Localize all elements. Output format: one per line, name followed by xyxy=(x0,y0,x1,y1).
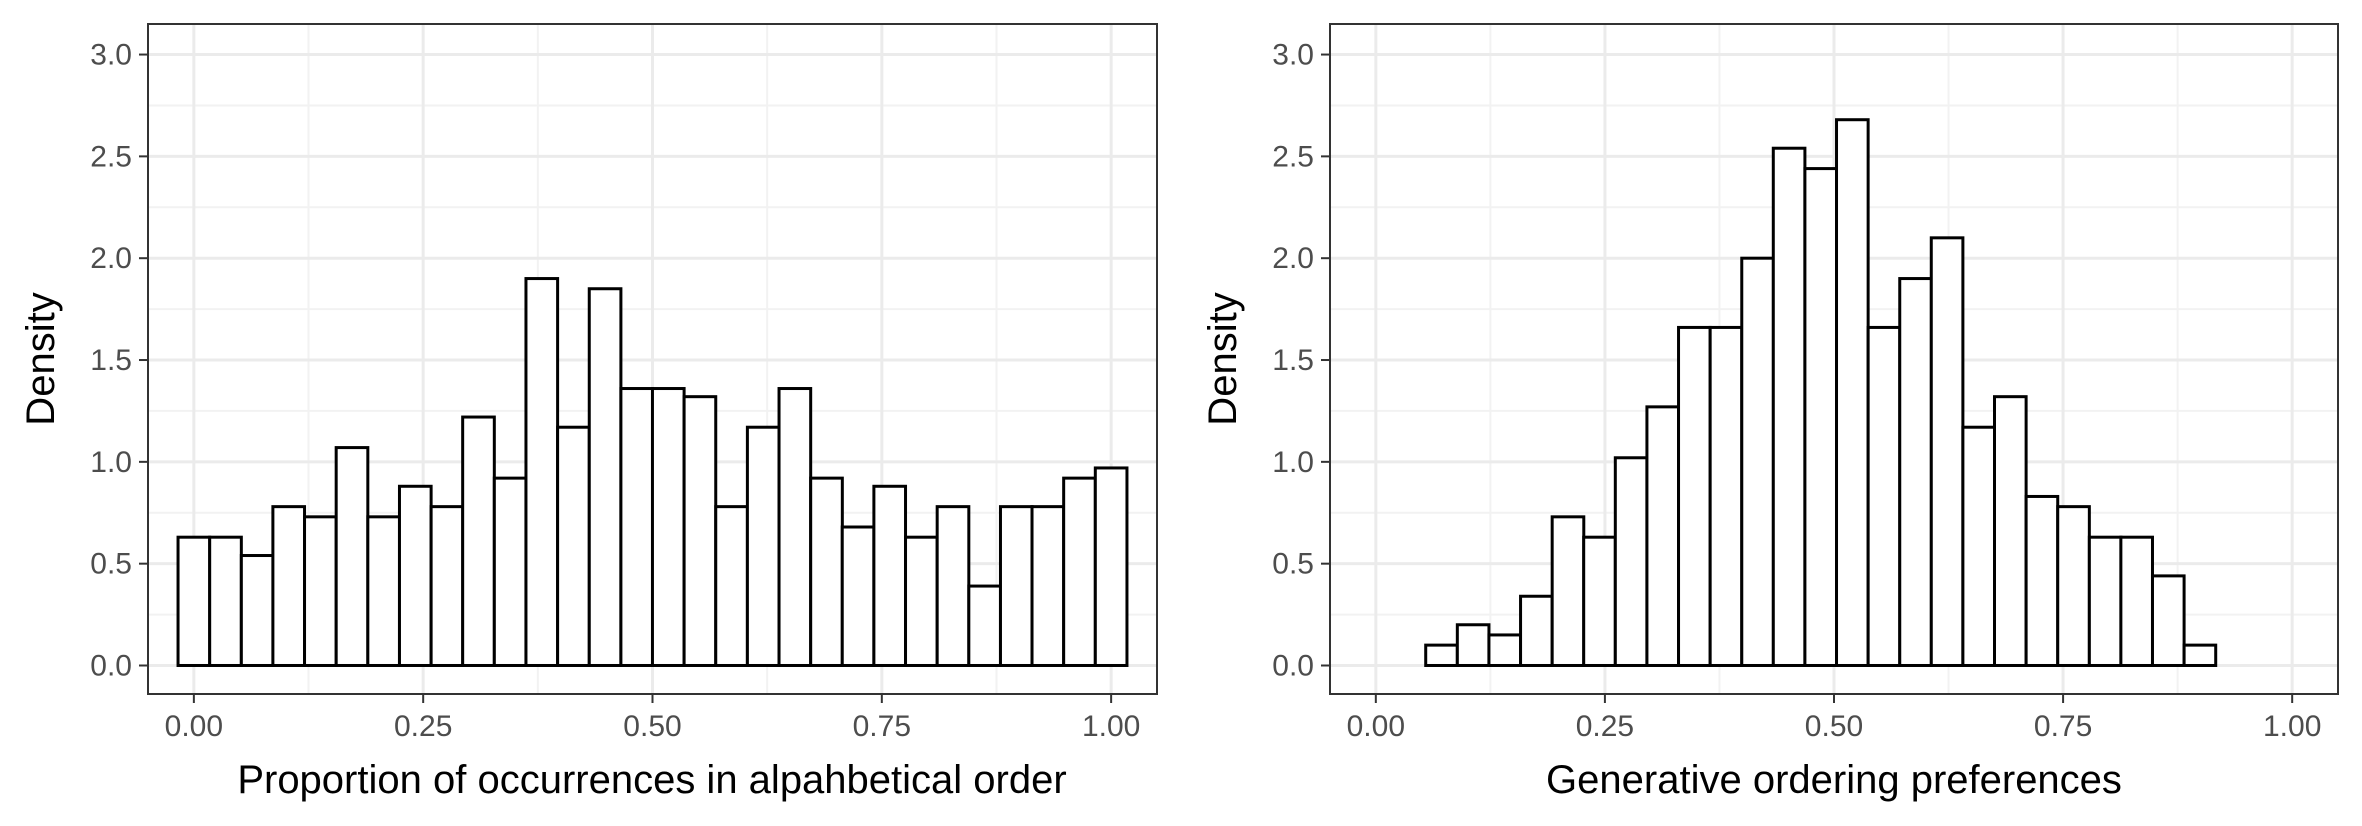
histogram-bar xyxy=(303,515,338,667)
histogram-bar xyxy=(1835,118,1870,667)
histogram-bar xyxy=(587,287,623,667)
histogram-bar xyxy=(1519,594,1554,667)
x-tick-label: 0.25 xyxy=(394,710,452,743)
histogram-bar xyxy=(524,277,560,667)
x-tick-label: 0.00 xyxy=(165,710,223,743)
y-tick-label: 3.0 xyxy=(90,39,132,72)
histogram-bar xyxy=(1771,146,1807,667)
x-tick-label: 0.75 xyxy=(853,710,911,743)
histogram-bar xyxy=(429,505,465,667)
histogram-bar xyxy=(1993,395,2028,667)
y-tick-label: 0.5 xyxy=(1272,548,1314,581)
y-tick-label: 3.0 xyxy=(1272,39,1314,72)
x-tick-label: 0.50 xyxy=(1805,710,1863,743)
x-axis: 0.00 0.25 0.50 0.75 1.00 xyxy=(1347,694,2321,743)
y-tick-label: 0.5 xyxy=(90,548,132,581)
y-tick-label: 0.0 xyxy=(1272,649,1314,682)
histogram-bar xyxy=(271,505,307,667)
histogram-bar xyxy=(619,387,655,667)
histogram-bar xyxy=(1613,456,1649,667)
histogram-bar xyxy=(1455,623,1491,667)
histogram-bar xyxy=(650,387,686,667)
histogram-bar xyxy=(682,395,718,667)
histogram-bar xyxy=(872,484,908,667)
y-axis: 0.0 0.5 1.0 1.5 2.0 2.5 3.0 xyxy=(90,39,148,682)
histogram-bar xyxy=(1062,476,1097,667)
histogram-bar xyxy=(777,387,813,667)
x-tick-label: 0.75 xyxy=(2034,710,2092,743)
x-tick-label: 1.00 xyxy=(2263,710,2321,743)
x-tick-label: 0.50 xyxy=(623,710,681,743)
histogram-bars xyxy=(176,277,1129,667)
histogram-bar xyxy=(1866,325,1902,667)
histogram-bar xyxy=(1487,633,1523,667)
y-tick-label: 1.0 xyxy=(90,446,132,479)
histogram-bar xyxy=(1961,425,1997,667)
x-tick-label: 1.00 xyxy=(1082,710,1140,743)
histogram-bar xyxy=(2087,535,2123,667)
histogram-bar xyxy=(935,505,971,667)
histogram-bar xyxy=(840,525,876,667)
x-tick-label: 0.25 xyxy=(1576,710,1634,743)
histogram-bar xyxy=(2182,643,2218,667)
y-axis-title: Density xyxy=(19,292,63,425)
panel-right: 0.0 0.5 1.0 1.5 2.0 2.5 3.0 0.00 0.25 0.50 0.75 1.… xyxy=(1201,23,2339,802)
histogram-bar xyxy=(1645,405,1681,667)
histogram-bar xyxy=(1093,466,1129,667)
y-tick-label: 2.0 xyxy=(1272,242,1314,275)
histogram-bar xyxy=(904,535,939,667)
histogram-bar xyxy=(208,535,243,667)
y-axis-title: Density xyxy=(1201,292,1245,425)
x-axis: 0.00 0.25 0.50 0.75 1.00 xyxy=(165,694,1140,743)
histogram-bar xyxy=(998,505,1034,667)
histogram-bar xyxy=(366,515,401,667)
histogram-bar xyxy=(967,584,1002,667)
panel-left: 0.0 0.5 1.0 1.5 2.0 2.5 3.0 0.00 0.25 0.50 0.75 1.… xyxy=(19,23,1158,802)
histogram-bar xyxy=(239,554,275,667)
x-axis-title: Generative ordering preferences xyxy=(1546,758,2122,802)
y-axis: 0.0 0.5 1.0 1.5 2.0 2.5 3.0 xyxy=(1272,39,1330,682)
histogram-bar xyxy=(1929,236,1965,667)
histogram-bar xyxy=(1708,325,1744,667)
y-tick-label: 2.5 xyxy=(1272,140,1314,173)
y-tick-label: 2.5 xyxy=(90,140,132,173)
histogram-bar xyxy=(2119,535,2154,667)
y-tick-label: 1.0 xyxy=(1272,446,1314,479)
histogram-bar xyxy=(1898,277,1933,667)
histogram-bar xyxy=(809,476,844,667)
histogram-bar xyxy=(461,415,496,667)
histogram-bar xyxy=(1677,325,1712,667)
histogram-bar xyxy=(2024,494,2060,667)
histogram-bar xyxy=(1740,256,1775,667)
histogram-bar xyxy=(1550,515,1586,667)
histogram-bars xyxy=(1424,118,2218,667)
histogram-bar xyxy=(334,446,370,667)
histogram-bar xyxy=(397,484,433,667)
y-tick-label: 1.5 xyxy=(1272,344,1314,377)
y-tick-label: 2.0 xyxy=(90,242,132,275)
x-axis-title: Proportion of occurrences in alpahbetica… xyxy=(237,758,1066,802)
histogram-bar xyxy=(176,535,212,667)
histogram-bar xyxy=(556,425,591,667)
histogram-bar xyxy=(1582,535,1617,667)
histogram-bar xyxy=(1803,167,1839,667)
y-tick-label: 1.5 xyxy=(90,344,132,377)
histogram-bar xyxy=(2056,505,2091,667)
x-tick-label: 0.00 xyxy=(1347,710,1405,743)
histogram-bar xyxy=(745,425,781,667)
histogram-bar xyxy=(2150,574,2186,667)
histogram-bar xyxy=(1424,643,1459,667)
histogram-bar xyxy=(714,505,749,667)
histogram-bar xyxy=(492,476,528,667)
y-tick-label: 0.0 xyxy=(90,649,132,682)
histogram-bar xyxy=(1030,505,1066,667)
